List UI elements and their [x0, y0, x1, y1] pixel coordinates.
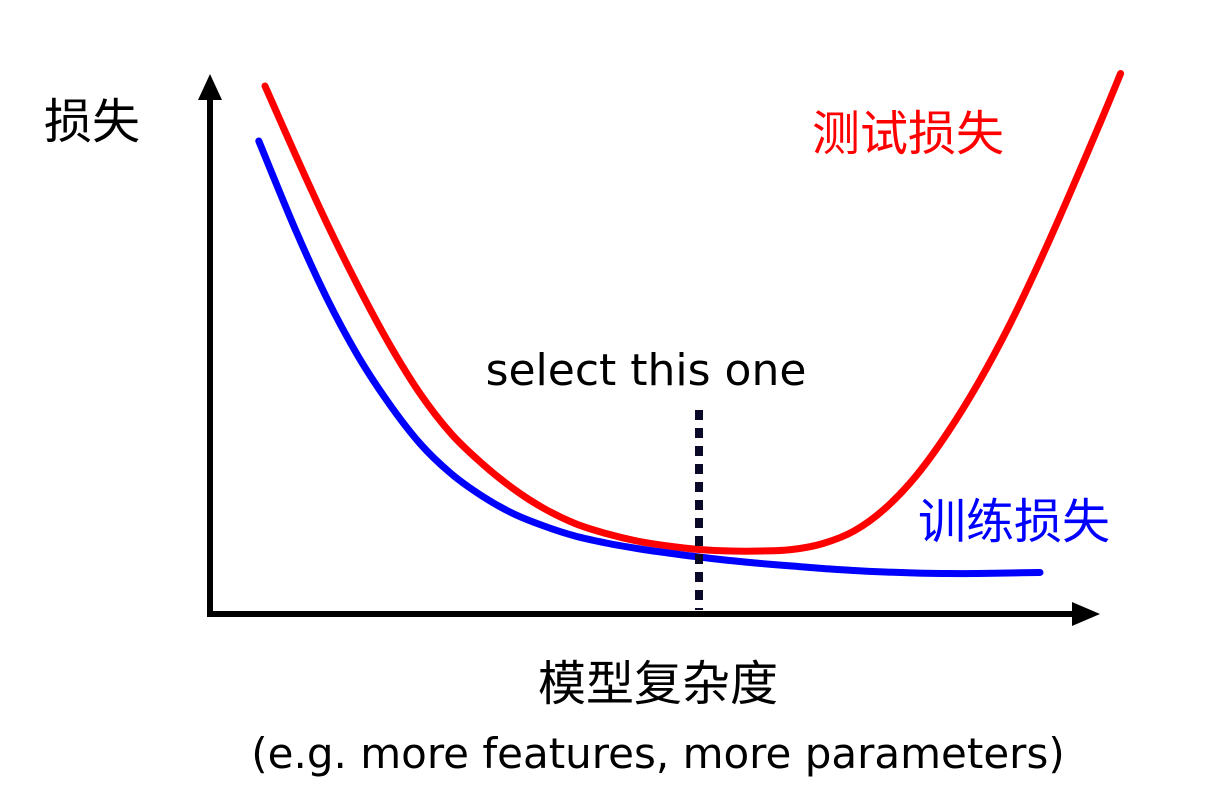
test-loss-curve [261, 70, 1125, 555]
x-axis-note: (e.g. more features, more parameters) [251, 729, 1064, 778]
x-axis-arrowhead [1072, 602, 1100, 626]
y-axis-label: 损失 [44, 94, 140, 150]
x-axis-label: 模型复杂度 [538, 656, 778, 712]
series-label-train-loss: 训练损失 [918, 494, 1110, 550]
y-axis-arrowhead [198, 74, 222, 100]
series-label-test-loss: 测试损失 [812, 106, 1004, 162]
train-loss-curve [255, 137, 1044, 578]
annotation-label: select this one [486, 345, 807, 396]
